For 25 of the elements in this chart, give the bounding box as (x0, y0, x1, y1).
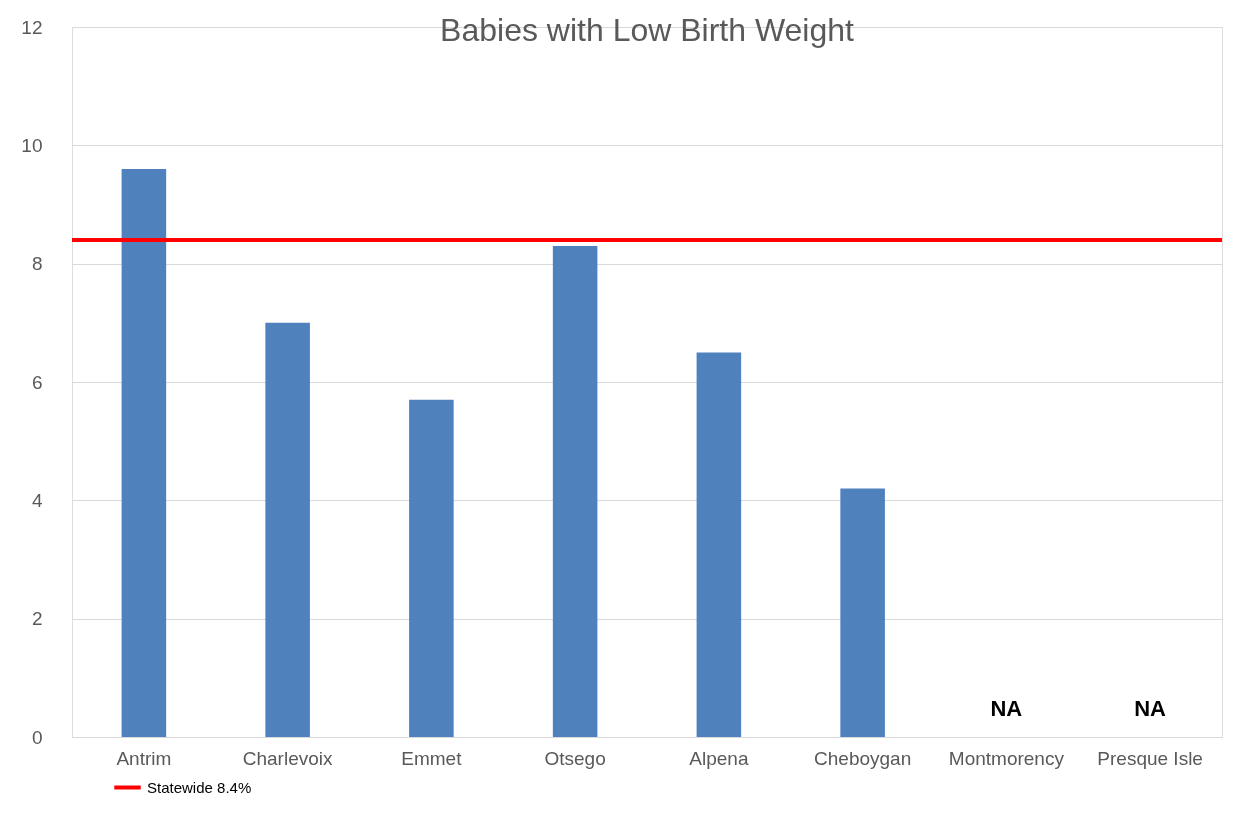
bar (121, 169, 167, 737)
bar (552, 245, 598, 737)
y-tick-label: 10 (21, 134, 43, 156)
y-tick-label: 4 (31, 489, 43, 511)
y-tick-label: 6 (31, 371, 43, 393)
bar (409, 399, 454, 737)
text: NA (1134, 696, 1167, 721)
x-tick-label: Montmorency (948, 747, 1065, 769)
bar (840, 488, 885, 737)
y-tick-label: 0 (31, 726, 43, 748)
y-tick-label: 8 (31, 253, 43, 275)
x-tick-label: Cheboygan (814, 747, 912, 769)
chart-title: Babies with Low Birth Weight (440, 12, 855, 48)
x-tick-label: Charlevoix (242, 747, 333, 769)
bar (696, 352, 742, 737)
x-tick-label: Emmet (401, 747, 463, 769)
x-tick-label: Otsego (544, 747, 606, 769)
x-tick-label: Antrim (116, 747, 172, 769)
y-tick-label: 2 (31, 608, 43, 630)
x-tick-label: Presque Isle (1097, 747, 1203, 769)
legend-label: Statewide 8.4% (147, 778, 252, 796)
x-tick-label: Alpena (689, 747, 749, 769)
y-tick-label: 12 (21, 16, 43, 38)
text: NA (990, 696, 1023, 721)
bar (265, 322, 310, 737)
